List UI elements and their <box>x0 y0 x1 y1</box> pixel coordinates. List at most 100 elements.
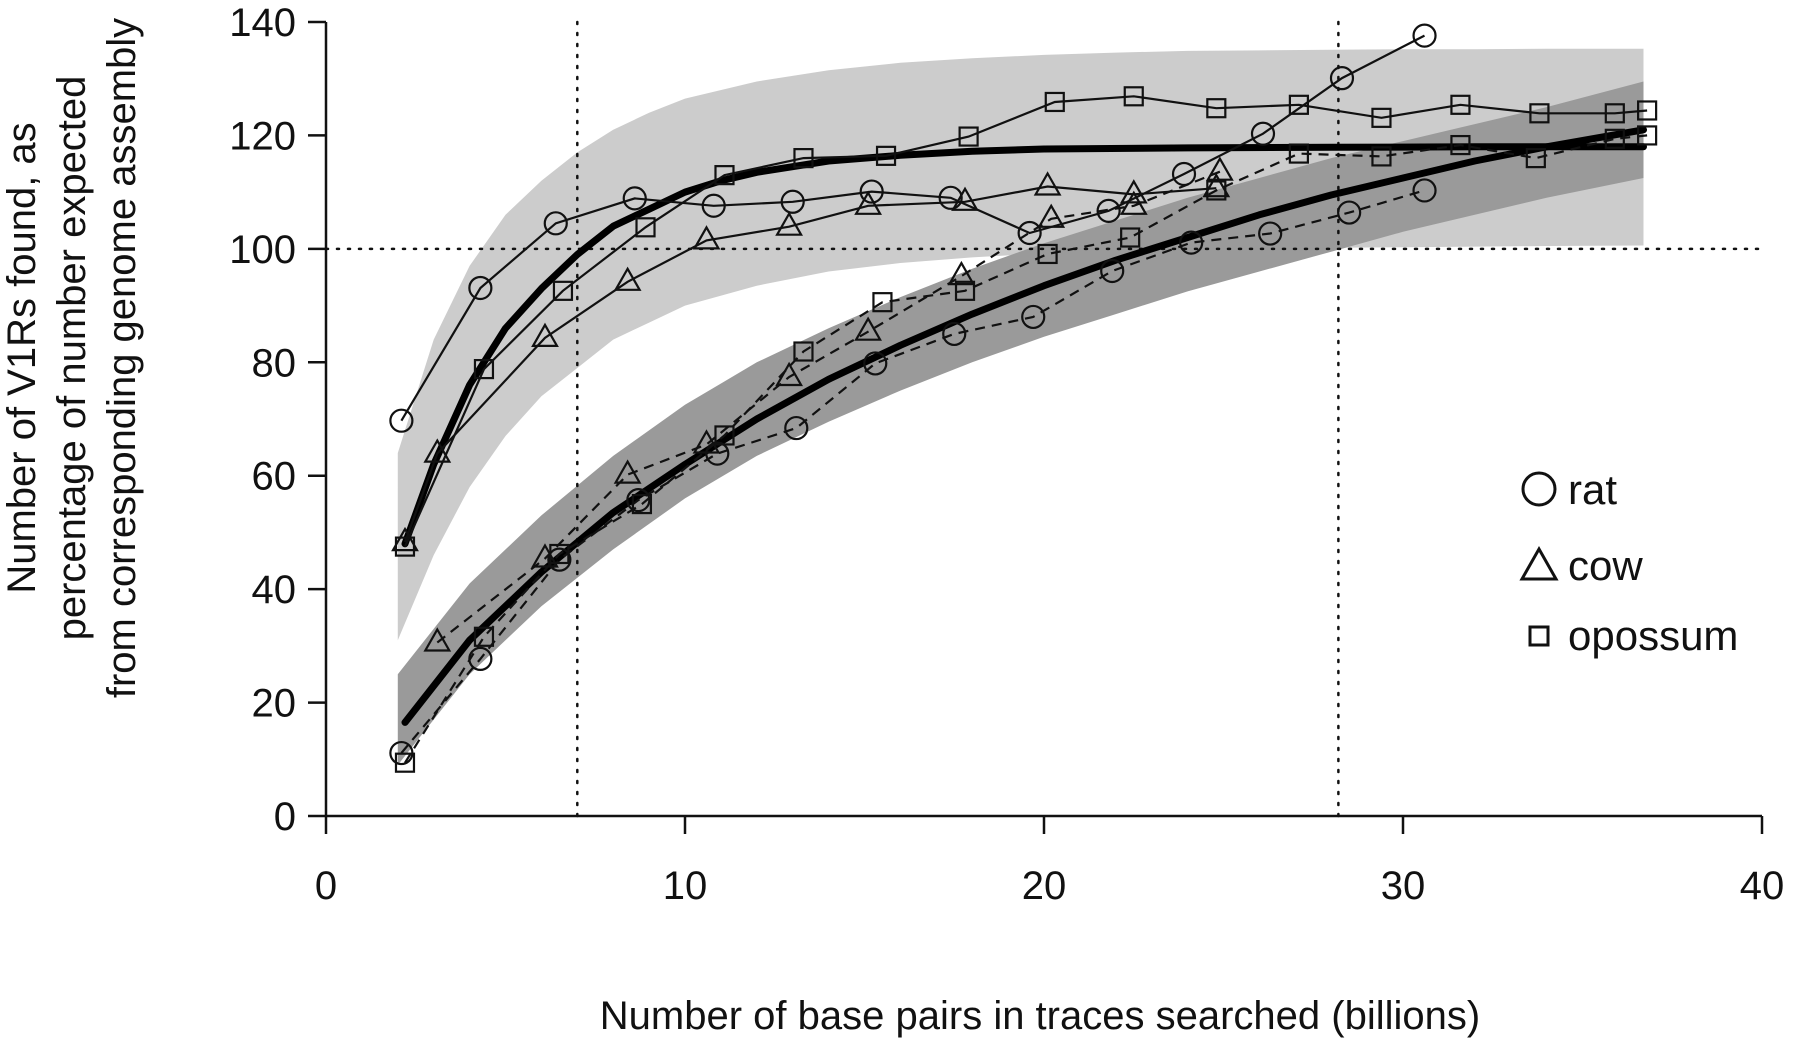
y-tick-label-100: 100 <box>229 228 296 272</box>
legend-item-cow: cow <box>1519 542 1643 589</box>
opossum-run-2-dashed-point-11 <box>1206 180 1227 201</box>
opossum-run-1-solid-point-7 <box>875 145 897 166</box>
opossum-run-2-dashed-point-15 <box>1525 148 1546 169</box>
rat-run-1-solid-point-3 <box>543 211 568 236</box>
cow-run-1-solid-point-3 <box>531 322 559 347</box>
opossum-run-1-solid-point-6 <box>793 148 814 169</box>
cow-run-2-dashed-point-4 <box>692 429 721 454</box>
y-tick-label-120: 120 <box>229 114 296 158</box>
opossum-run-2-dashed-point-4 <box>631 493 653 515</box>
rat-run-1-solid-point-5 <box>701 193 726 218</box>
cow-run-1-solid-point-7 <box>854 190 882 215</box>
opossum-run-1-solid-point-11 <box>1206 98 1227 119</box>
cow-run-1-solid-point-6 <box>775 211 803 236</box>
opossum-run-1-solid-point-17 <box>1637 100 1658 121</box>
opossum-run-1-solid-point-2 <box>473 358 495 380</box>
y-tick-label-20: 20 <box>252 682 297 726</box>
rat-run-2-dashed-point-3 <box>547 547 572 572</box>
opossum-run-2-dashed-line <box>404 134 1648 764</box>
rat-run-1-solid-point-4 <box>622 186 647 211</box>
cow-run-1-solid-point-10 <box>1119 179 1148 204</box>
cow-run-2-dashed-line <box>436 170 1221 644</box>
x-tick-label-20: 20 <box>1022 864 1067 908</box>
data-series <box>389 23 1658 773</box>
x-axis-label: Number of base pairs in traces searched … <box>600 994 1480 1038</box>
opossum-run-2-dashed-point-5 <box>714 425 735 446</box>
rat-run-1-solid-point-1 <box>389 408 414 433</box>
rat-run-2-dashed-point-14 <box>1412 178 1437 203</box>
y-tick-label-80: 80 <box>252 341 297 385</box>
rat-run-2-dashed-point-13 <box>1337 200 1362 225</box>
cow-run-2-dashed-point-9 <box>1119 190 1148 215</box>
y-axis-label-line-2: percentage of number expected <box>50 76 94 641</box>
x-tick-label-40: 40 <box>1740 864 1785 908</box>
legend-item-rat: rat <box>1521 466 1617 513</box>
opossum-run-1-solid-point-4 <box>635 217 656 238</box>
opossum-run-1-solid-point-1 <box>394 536 416 557</box>
rat-run-2-dashed-point-10 <box>1100 258 1125 284</box>
confidence-bands <box>397 48 1644 765</box>
opossum-run-1-solid-point-15 <box>1529 103 1550 124</box>
opossum-run-2-dashed-point-8 <box>954 280 976 301</box>
rat-run-2-dashed-point-4 <box>626 488 651 513</box>
fitted-curves <box>401 126 1647 726</box>
opossum-run-2-dashed-point-12 <box>1288 143 1309 164</box>
opossum-run-2-dashed-point-1 <box>394 752 416 773</box>
cow-run-2-dashed-point-7 <box>947 260 976 286</box>
legend-item-opossum: opossum <box>1528 612 1738 659</box>
y-tick-label-0: 0 <box>274 795 296 839</box>
rat-run-2-dashed-point-9 <box>1021 304 1046 330</box>
cow-run-1-solid-point-1 <box>391 526 419 552</box>
legend-cow-triangle-marker <box>1519 545 1559 581</box>
cow-run-2-dashed-point-1 <box>423 627 452 652</box>
rat-run-2-dashed-point-8 <box>942 321 967 347</box>
x-tick-label-30: 30 <box>1381 864 1426 908</box>
opossum-run-2-dashed-point-9 <box>1037 243 1058 265</box>
x-tick-label-0: 0 <box>315 864 337 908</box>
y-tick-label-60: 60 <box>252 455 297 499</box>
opossum-run-2-dashed-point-3 <box>549 543 570 565</box>
cow-run-1-solid-point-4 <box>613 266 642 291</box>
legend-rat-circle-marker <box>1521 471 1557 507</box>
legend-rat-label: rat <box>1568 466 1617 513</box>
rat-run-2-dashed-point-12 <box>1258 221 1283 246</box>
legend: rat cow opossum <box>1519 466 1738 659</box>
opossum-run-2-dashed-point-14 <box>1450 134 1471 156</box>
rat-run-2-dashed-point-6 <box>784 415 809 441</box>
cow-run-2-dashed-point-10 <box>1206 156 1234 181</box>
y-axis-label-line-1: Number of V1Rs found, as <box>0 122 44 593</box>
opossum-run-1-solid-point-12 <box>1288 94 1309 115</box>
x-tick-label-10: 10 <box>663 864 708 908</box>
rat-run-1-solid-point-2 <box>468 275 493 301</box>
rat-run-1-solid-point-12 <box>1250 121 1276 146</box>
rat-run-1-solid-point-14 <box>1412 23 1437 48</box>
opossum-run-1-solid-point-13 <box>1371 107 1392 128</box>
rat-run-2-dashed-point-7 <box>863 351 888 376</box>
rat-run-1-solid-point-13 <box>1329 66 1355 91</box>
legend-opossum-label: opossum <box>1568 612 1738 659</box>
rat-run-1-solid-line <box>400 34 1426 422</box>
fitted-curve-1 <box>401 143 1647 548</box>
rat-run-1-solid-point-8 <box>938 185 963 210</box>
opossum-run-1-solid-point-5 <box>714 165 735 186</box>
opossum-run-1-solid-point-3 <box>552 280 574 301</box>
opossum-run-1-solid-point-14 <box>1450 94 1471 115</box>
opossum-run-1-solid-point-16 <box>1604 103 1625 124</box>
opossum-run-2-dashed-point-7 <box>872 292 893 313</box>
rat-run-1-solid-point-10 <box>1096 198 1121 223</box>
opossum-run-1-solid-point-8 <box>958 126 979 147</box>
y-tick-label-40: 40 <box>252 568 297 612</box>
y-tick-label-140: 140 <box>229 1 296 45</box>
opossum-run-2-dashed-point-6 <box>793 341 814 362</box>
cow-run-1-solid-point-5 <box>692 225 721 250</box>
cow-run-2-dashed-point-8 <box>1037 203 1066 228</box>
cow-run-2-dashed-point-6 <box>854 316 882 341</box>
rat-run-1-solid-point-6 <box>780 189 805 214</box>
opossum-run-2-dashed-point-17 <box>1637 125 1658 146</box>
opossum-run-1-solid-line <box>403 95 1648 548</box>
opossum-run-1-solid-point-9 <box>1044 91 1065 113</box>
cow-run-1-solid-line <box>403 185 1217 543</box>
